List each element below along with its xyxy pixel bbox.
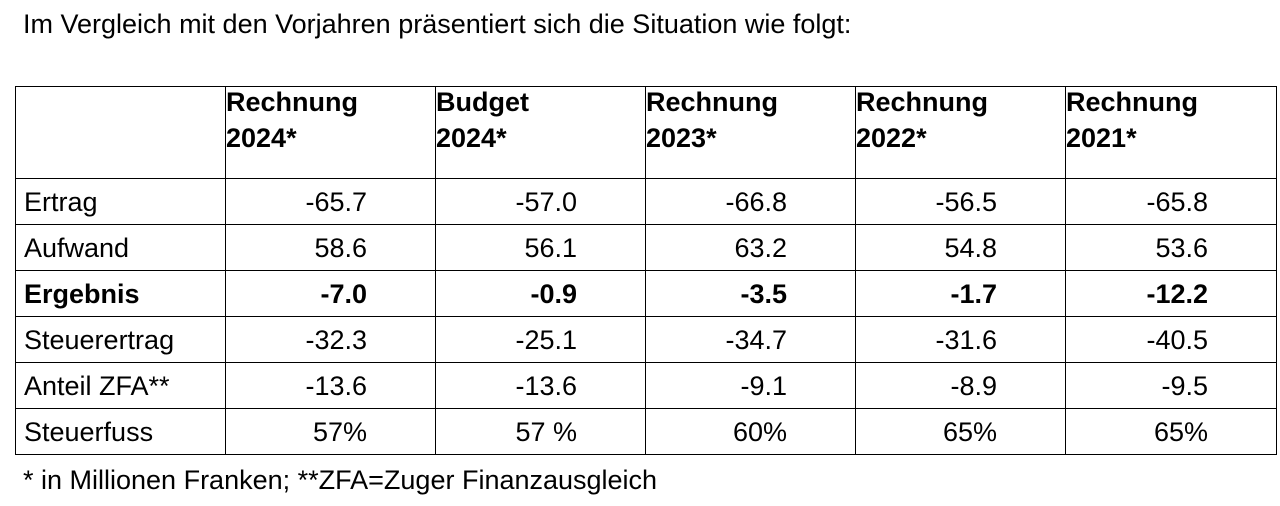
table-cell: 53.6 xyxy=(1065,224,1277,271)
row-label: Steuerertrag xyxy=(15,316,226,363)
header-cell-rechnung-2024: Rechnung 2024* xyxy=(225,86,436,179)
table-cell: -9.1 xyxy=(645,362,856,409)
table-row-ergebnis: Ergebnis -7.0 -0.9 -3.5 -1.7 -12.2 xyxy=(15,270,1277,317)
table-cell: 58.6 xyxy=(225,224,436,271)
table-cell: -56.5 xyxy=(855,178,1066,225)
table-cell: -9.5 xyxy=(1065,362,1277,409)
header-line1: Rechnung xyxy=(856,87,989,118)
table-cell: -13.6 xyxy=(435,362,646,409)
table-cell: -25.1 xyxy=(435,316,646,363)
table-cell: -40.5 xyxy=(1065,316,1277,363)
table-row-steuerertrag: Steuerertrag -32.3 -25.1 -34.7 -31.6 -40… xyxy=(15,316,1277,363)
header-line2: 2022* xyxy=(856,123,927,153)
footnote-text: * in Millionen Franken; **ZFA=Zuger Fina… xyxy=(23,465,658,495)
table-cell: -32.3 xyxy=(225,316,436,363)
table-cell: -13.6 xyxy=(225,362,436,409)
table-row-ertrag: Ertrag -65.7 -57.0 -66.8 -56.5 -65.8 xyxy=(15,178,1277,225)
table-cell: -8.9 xyxy=(855,362,1066,409)
intro-text: Im Vergleich mit den Vorjahren präsentie… xyxy=(23,9,852,39)
header-line2: 2024* xyxy=(226,123,297,153)
financial-comparison-table: Rechnung 2024* Budget 2024* Rechnung 202… xyxy=(15,86,1277,455)
table-cell: -57.0 xyxy=(435,178,646,225)
row-label: Ertrag xyxy=(15,178,226,225)
header-cell-budget-2024: Budget 2024* xyxy=(435,86,646,179)
row-label: Steuerfuss xyxy=(15,408,226,455)
table-row-steuerfuss: Steuerfuss 57% 57 % 60% 65% 65% xyxy=(15,408,1277,455)
table-cell: 54.8 xyxy=(855,224,1066,271)
table-cell: 60% xyxy=(645,408,856,455)
header-cell-empty xyxy=(15,86,226,179)
table-cell: 65% xyxy=(1065,408,1277,455)
header-line1: Budget xyxy=(436,87,529,118)
table-row-aufwand: Aufwand 58.6 56.1 63.2 54.8 53.6 xyxy=(15,224,1277,271)
header-cell-rechnung-2022: Rechnung 2022* xyxy=(855,86,1066,179)
table-cell: -34.7 xyxy=(645,316,856,363)
table-cell: 63.2 xyxy=(645,224,856,271)
header-cell-rechnung-2023: Rechnung 2023* xyxy=(645,86,856,179)
table-cell: -1.7 xyxy=(855,270,1066,317)
table-cell: -7.0 xyxy=(225,270,436,317)
table-cell: -65.8 xyxy=(1065,178,1277,225)
row-label: Anteil ZFA** xyxy=(15,362,226,409)
header-line2: 2023* xyxy=(646,123,717,153)
table-cell: -0.9 xyxy=(435,270,646,317)
table-cell: -12.2 xyxy=(1065,270,1277,317)
header-line2: 2024* xyxy=(436,123,507,153)
header-line2: 2021* xyxy=(1066,123,1137,153)
row-label: Ergebnis xyxy=(15,270,226,317)
table-cell: 65% xyxy=(855,408,1066,455)
header-line1: Rechnung xyxy=(226,87,359,118)
header-cell-rechnung-2021: Rechnung 2021* xyxy=(1065,86,1277,179)
table-row-anteil-zfa: Anteil ZFA** -13.6 -13.6 -9.1 -8.9 -9.5 xyxy=(15,362,1277,409)
row-label: Aufwand xyxy=(15,224,226,271)
table-cell: -65.7 xyxy=(225,178,436,225)
table-cell: 57% xyxy=(225,408,436,455)
table-cell: -66.8 xyxy=(645,178,856,225)
table-cell: 56.1 xyxy=(435,224,646,271)
header-line1: Rechnung xyxy=(1066,87,1199,118)
table-cell: -31.6 xyxy=(855,316,1066,363)
table-header-row: Rechnung 2024* Budget 2024* Rechnung 202… xyxy=(15,86,1277,179)
table-cell: 57 % xyxy=(435,408,646,455)
header-line1: Rechnung xyxy=(646,87,779,118)
table-cell: -3.5 xyxy=(645,270,856,317)
